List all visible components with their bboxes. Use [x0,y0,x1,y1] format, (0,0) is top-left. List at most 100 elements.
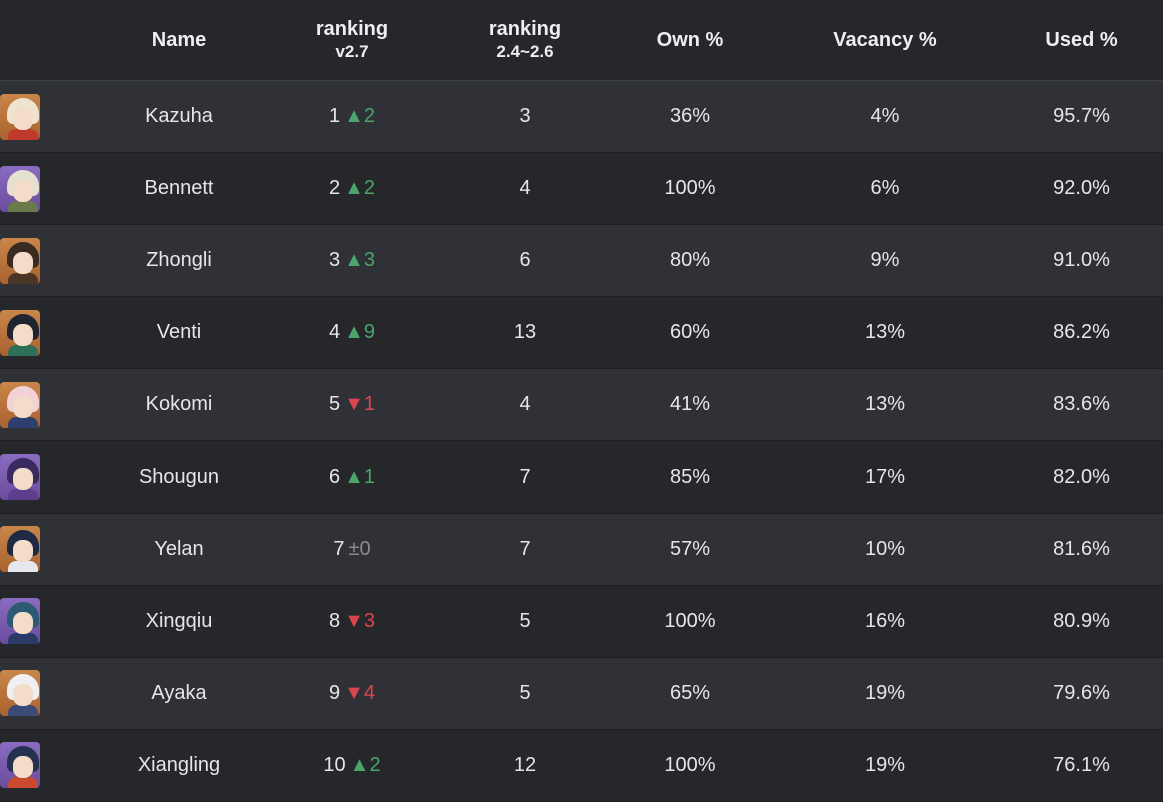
avatar-outfit [8,200,38,212]
rank-number: 9 [328,681,341,704]
vacancy-percent: 13% [864,321,906,344]
table-header: Name ranking v2.7 ranking 2.4~2.6 Own % … [0,0,1163,81]
ranking-prev: 6 [519,249,531,272]
vacancy-percent: 9% [870,249,900,272]
avatar-cell [0,598,94,645]
own-percent: 100% [664,609,716,632]
vacancy-percent: 19% [864,681,906,704]
own-percent: 80% [669,249,711,272]
rank-change-up: ▲9 [344,321,376,344]
ranking-prev: 4 [519,177,531,200]
avatar-cell [0,309,94,356]
avatar-cell [0,381,94,428]
ranking-prev: 4 [519,393,531,416]
header-ranking-prev[interactable]: ranking 2.4~2.6 [440,17,610,63]
header-vacancy[interactable]: Vacancy % [833,29,937,51]
character-name: Bennett [144,177,214,200]
rank-change-up: ▲2 [344,105,376,128]
yelan-avatar [0,526,40,573]
own-percent: 41% [669,393,711,416]
rank-number: 7 [333,537,345,560]
bennett-avatar [0,165,40,212]
avatar-outfit [8,344,38,356]
character-name: Ayaka [151,681,207,704]
ranking-v27: 7 ±0 [264,538,440,561]
rank-number: 6 [328,465,341,488]
character-name: Kokomi [145,393,213,416]
rank-change-up: ▲2 [344,177,376,200]
ranking-v27: 1 ▲2 [264,105,440,128]
used-percent: 82.0% [1053,465,1110,488]
vacancy-percent: 4% [870,105,900,128]
vacancy-percent: 10% [864,537,906,560]
avatar-face [13,323,33,346]
character-name: Yelan [154,537,204,560]
ranking-v27: 6 ▲1 [264,466,440,489]
header-name[interactable]: Name [151,29,207,51]
header-ranking-prev-line1: ranking [488,18,562,40]
header-ranking-v27[interactable]: ranking v2.7 [264,17,440,63]
avatar-cell [0,454,94,501]
avatar-outfit [8,705,38,717]
table-row[interactable]: Zhongli 3 ▲3 6 80% 9% 91.0% [0,225,1163,298]
own-percent: 57% [669,537,711,560]
table-body: Kazuha 1 ▲2 3 36% 4% 95.7% Bennett 2 ▲2 4 100% 6% 92.… [0,81,1163,802]
avatar-outfit [8,128,38,140]
avatar-face [13,395,33,418]
ranking-prev: 12 [513,753,537,776]
avatar-cell [0,93,94,140]
ranking-prev: 5 [519,609,531,632]
table-row[interactable]: Venti 4 ▲9 13 60% 13% 86.2% [0,297,1163,370]
ayaka-avatar [0,670,40,717]
vacancy-percent: 16% [864,609,906,632]
used-percent: 91.0% [1053,249,1110,272]
table-row[interactable]: Xiangling 10 ▲2 12 100% 19% 76.1% [0,729,1163,802]
rank-change-up: ▲1 [344,465,376,488]
vacancy-percent: 13% [864,393,906,416]
character-name: Kazuha [145,105,213,128]
avatar-face [13,107,33,130]
table-row[interactable]: Kazuha 1 ▲2 3 36% 4% 95.7% [0,81,1163,154]
table-row[interactable]: Xingqiu 8 ▼3 5 100% 16% 80.9% [0,585,1163,658]
header-own[interactable]: Own % [656,29,724,51]
vacancy-percent: 19% [864,753,906,776]
avatar-cell [0,742,94,789]
avatar-cell [0,526,94,573]
character-name: Xiangling [137,753,221,776]
rank-number: 10 [323,753,346,776]
zhongli-avatar [0,237,40,284]
rank-change-same: ±0 [348,537,371,560]
avatar-cell [0,237,94,284]
shougun-avatar [0,454,40,501]
avatar-cell [0,165,94,212]
rank-change-down: ▼1 [344,393,376,416]
table-row[interactable]: Bennett 2 ▲2 4 100% 6% 92.0% [0,153,1163,226]
table-row[interactable]: Kokomi 5 ▼1 4 41% 13% 83.6% [0,369,1163,442]
rank-number: 8 [328,609,341,632]
rank-number: 1 [328,105,341,128]
used-percent: 95.7% [1053,105,1110,128]
character-name: Shougun [138,465,220,488]
xiangling-avatar [0,742,40,789]
avatar-face [13,540,33,563]
avatar-face [13,179,33,202]
used-percent: 83.6% [1053,393,1110,416]
header-ranking-prev-line2: 2.4~2.6 [496,42,554,61]
avatar-outfit [8,561,38,573]
table-row[interactable]: Ayaka 9 ▼4 5 65% 19% 79.6% [0,657,1163,730]
ranking-prev: 5 [519,681,531,704]
avatar-face [13,468,33,491]
avatar-face [13,612,33,635]
avatar-face [13,756,33,779]
ranking-v27: 9 ▼4 [264,682,440,705]
avatar-outfit [8,416,38,428]
header-used[interactable]: Used % [1045,29,1118,51]
used-percent: 76.1% [1053,753,1110,776]
table-row[interactable]: Shougun 6 ▲1 7 85% 17% 82.0% [0,441,1163,514]
rank-number: 2 [328,177,341,200]
own-percent: 60% [669,321,711,344]
ranking-v27: 4 ▲9 [264,321,440,344]
own-percent: 85% [669,465,711,488]
table-row[interactable]: Yelan 7 ±0 7 57% 10% 81.6% [0,513,1163,586]
